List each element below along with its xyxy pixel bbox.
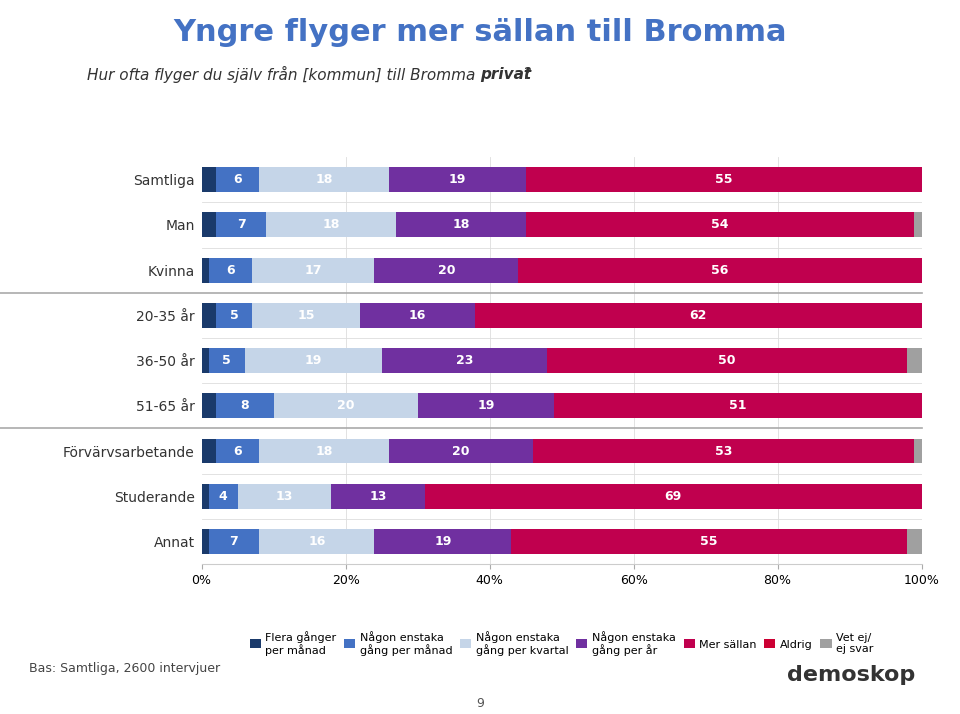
- Text: 16: 16: [308, 535, 325, 548]
- Text: 18: 18: [452, 218, 469, 231]
- Text: 19: 19: [448, 174, 466, 186]
- Text: ?: ?: [522, 67, 530, 83]
- Bar: [555, 393, 922, 418]
- Text: 20: 20: [337, 399, 354, 412]
- Bar: [396, 213, 526, 237]
- Bar: [259, 438, 389, 463]
- Bar: [914, 438, 922, 463]
- Text: 50: 50: [718, 354, 736, 367]
- Bar: [202, 303, 216, 328]
- Bar: [245, 348, 381, 373]
- Bar: [389, 438, 533, 463]
- Bar: [381, 348, 547, 373]
- Bar: [907, 529, 922, 554]
- Text: 18: 18: [323, 218, 340, 231]
- Text: 5: 5: [229, 309, 238, 322]
- Text: privat: privat: [480, 67, 531, 83]
- Text: 9: 9: [476, 697, 484, 710]
- Text: 7: 7: [237, 218, 246, 231]
- Bar: [259, 529, 374, 554]
- Bar: [216, 438, 259, 463]
- Bar: [202, 393, 216, 418]
- Text: 18: 18: [315, 445, 333, 458]
- Bar: [907, 348, 922, 373]
- Text: 53: 53: [715, 445, 732, 458]
- Bar: [374, 529, 511, 554]
- Bar: [202, 167, 216, 192]
- Bar: [216, 213, 266, 237]
- Text: 16: 16: [409, 309, 426, 322]
- Bar: [259, 167, 389, 192]
- Text: 15: 15: [298, 309, 315, 322]
- Text: 55: 55: [701, 535, 718, 548]
- Text: Bas: Samtliga, 2600 intervjuer: Bas: Samtliga, 2600 intervjuer: [29, 662, 220, 675]
- Text: 13: 13: [276, 490, 293, 503]
- Text: 19: 19: [434, 535, 451, 548]
- Bar: [208, 348, 245, 373]
- Text: 55: 55: [715, 174, 732, 186]
- Text: 6: 6: [233, 445, 242, 458]
- Bar: [914, 213, 922, 237]
- Bar: [418, 393, 555, 418]
- Bar: [389, 167, 525, 192]
- Bar: [424, 484, 922, 508]
- Bar: [252, 258, 374, 283]
- Text: 51: 51: [730, 399, 747, 412]
- Text: 5: 5: [223, 354, 231, 367]
- Bar: [511, 529, 907, 554]
- Text: 62: 62: [689, 309, 708, 322]
- Bar: [202, 213, 216, 237]
- Text: 20: 20: [438, 263, 455, 276]
- Text: Yngre flyger mer sällan till Bromma: Yngre flyger mer sällan till Bromma: [173, 18, 787, 47]
- Legend: Flera gånger
per månad, Någon enstaka
gång per månad, Någon enstaka
gång per kva: Flera gånger per månad, Någon enstaka gå…: [250, 630, 874, 656]
- Bar: [252, 303, 360, 328]
- Bar: [360, 303, 475, 328]
- Bar: [525, 213, 914, 237]
- Bar: [274, 393, 418, 418]
- Bar: [208, 484, 237, 508]
- Text: 6: 6: [227, 263, 234, 276]
- Bar: [202, 484, 208, 508]
- Text: 13: 13: [370, 490, 387, 503]
- Bar: [331, 484, 424, 508]
- Bar: [216, 303, 252, 328]
- Text: 19: 19: [304, 354, 322, 367]
- Text: 19: 19: [477, 399, 494, 412]
- Bar: [216, 167, 259, 192]
- Text: demoskop: demoskop: [787, 665, 916, 685]
- Text: 18: 18: [315, 174, 333, 186]
- Bar: [216, 393, 274, 418]
- Bar: [208, 258, 252, 283]
- Text: 4: 4: [219, 490, 228, 503]
- Bar: [518, 258, 922, 283]
- Text: 8: 8: [241, 399, 249, 412]
- Bar: [525, 167, 922, 192]
- Bar: [238, 484, 331, 508]
- Bar: [475, 303, 922, 328]
- Text: 23: 23: [456, 354, 473, 367]
- Text: 20: 20: [452, 445, 469, 458]
- Text: 56: 56: [711, 263, 729, 276]
- Bar: [266, 213, 396, 237]
- Bar: [202, 348, 208, 373]
- Bar: [202, 438, 216, 463]
- Bar: [202, 258, 208, 283]
- Text: 7: 7: [229, 535, 238, 548]
- Bar: [533, 438, 914, 463]
- Text: 69: 69: [664, 490, 682, 503]
- Text: 6: 6: [233, 174, 242, 186]
- Text: 17: 17: [304, 263, 322, 276]
- Bar: [202, 529, 208, 554]
- Bar: [374, 258, 518, 283]
- Bar: [208, 529, 259, 554]
- Bar: [547, 348, 907, 373]
- Text: Hur ofta flyger du själv från [kommun] till Bromma: Hur ofta flyger du själv från [kommun] t…: [86, 66, 480, 84]
- Text: 54: 54: [711, 218, 729, 231]
